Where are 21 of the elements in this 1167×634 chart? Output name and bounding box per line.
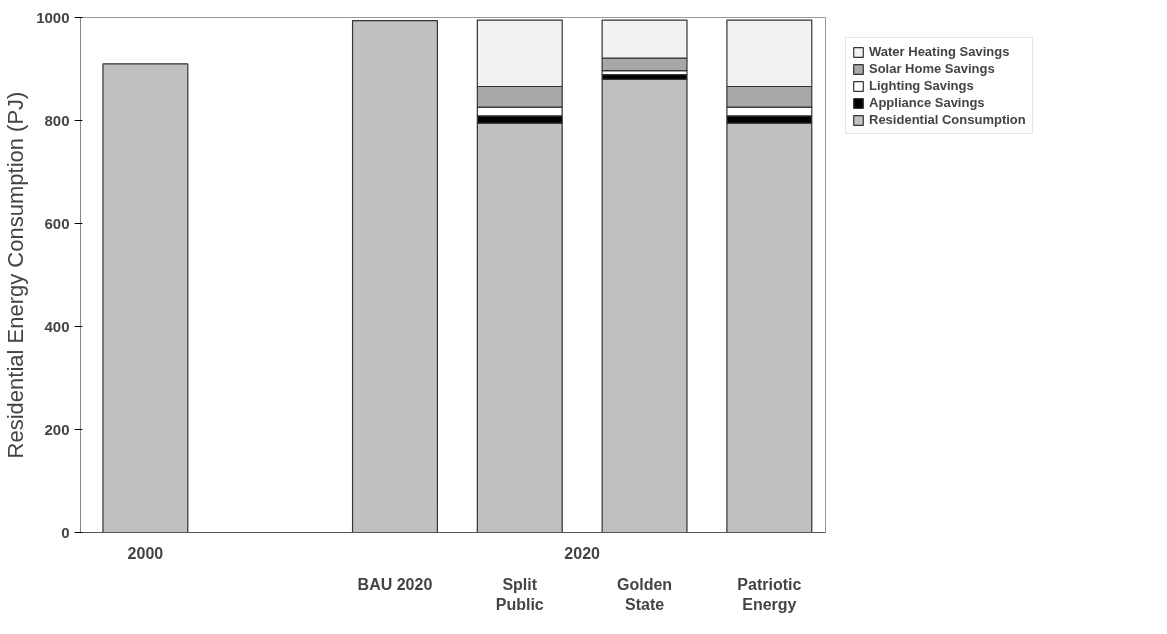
legend-label: Solar Home Savings bbox=[869, 61, 995, 76]
y-tick-label: 400 bbox=[44, 317, 70, 335]
y-axis-title: Residential Energy Consumption (PJ) bbox=[3, 91, 29, 459]
text: 2020 bbox=[564, 544, 601, 562]
x-tick-label: Split Public bbox=[495, 575, 544, 613]
y-tick-label: 0 bbox=[61, 523, 70, 541]
x-tick-label: Patriotic Energy bbox=[737, 575, 802, 613]
legend-label: Appliance Savings bbox=[869, 95, 985, 110]
bar bbox=[351, 19, 438, 533]
x-tick-label: BAU 2020 bbox=[357, 575, 433, 593]
y-tick-label: 600 bbox=[44, 214, 70, 232]
legend-label: Residential Consumption bbox=[869, 112, 1026, 127]
y-tick-label: 200 bbox=[44, 420, 70, 438]
legend-label: Water Heating Savings bbox=[869, 44, 1010, 59]
y-tick-label: 800 bbox=[44, 111, 70, 129]
y-tick-label: 1000 bbox=[36, 8, 70, 26]
legend-label: Lighting Savings bbox=[869, 78, 974, 93]
bar bbox=[102, 63, 189, 533]
bar bbox=[601, 78, 688, 533]
x-tick-label: 2000 bbox=[127, 544, 164, 562]
x-tick-label: Golden State bbox=[617, 575, 673, 613]
